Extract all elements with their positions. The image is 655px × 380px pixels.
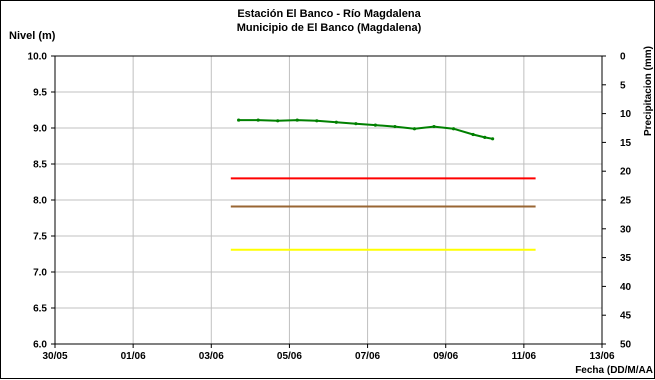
y-tick-label: 9.0 (33, 124, 47, 135)
data-point (354, 122, 358, 126)
y2-axis-label: Precipitacion (mm) (643, 46, 654, 136)
y-tick-label: 10.0 (28, 52, 48, 63)
data-point (432, 124, 436, 129)
y-tick-label: 7.0 (33, 268, 47, 279)
y2-tick-label: 40 (620, 282, 632, 293)
y2-tick-label: 35 (620, 253, 632, 264)
y-tick-label: 8.5 (33, 160, 47, 171)
x-tick-label: 13/06 (589, 351, 614, 362)
x-tick-label: 11/06 (512, 351, 537, 362)
data-point (491, 137, 495, 141)
x-tick-label: 05/06 (277, 351, 302, 362)
data-point (373, 123, 377, 127)
data-point (483, 135, 487, 139)
data-point (334, 120, 338, 124)
y2-tick-label: 15 (620, 138, 632, 149)
y-tick-label: 6.5 (33, 304, 47, 315)
chart-title: Estación El Banco - Río Magdalena (237, 8, 421, 20)
x-tick-label: 07/06 (355, 351, 380, 362)
x-tick-label: 30/05 (42, 351, 67, 362)
data-point (412, 127, 417, 131)
y2-tick-label: 20 (620, 167, 632, 178)
axes: 6.06.57.07.58.08.59.09.510.030/05 01/06 03… (28, 52, 632, 363)
data-point (471, 132, 475, 137)
x-tick-label: 03/06 (199, 351, 224, 362)
x-axis-label: Fecha (DD/M/AA (575, 365, 653, 376)
data-point (276, 119, 280, 123)
y-axis-label: Nivel (m) (9, 30, 56, 42)
data-point (451, 127, 456, 131)
y2-tick-label: 5 (620, 80, 626, 91)
x-tick-label: 01/06 (121, 351, 146, 362)
y2-tick-label: 25 (620, 196, 632, 207)
x-tick-label: 09/06 (433, 351, 458, 362)
grid (55, 56, 602, 344)
y-tick-label: 7.5 (33, 232, 47, 243)
y-tick-label: 6.0 (33, 340, 47, 351)
data-point (315, 119, 319, 123)
series (230, 118, 536, 251)
y2-tick-label: 0 (620, 52, 626, 63)
chart-subtitle: Municipio de El Banco (Magdalena) (237, 22, 422, 34)
data-point (237, 118, 241, 122)
y2-tick-label: 10 (620, 109, 632, 120)
data-point (256, 118, 260, 122)
y2-tick-label: 45 (620, 311, 632, 322)
data-point (393, 124, 397, 129)
y2-tick-label: 50 (620, 340, 632, 351)
y2-tick-label: 30 (620, 224, 632, 235)
y-tick-label: 8.0 (33, 196, 47, 207)
data-point (295, 118, 299, 122)
y-tick-label: 9.5 (33, 88, 47, 99)
